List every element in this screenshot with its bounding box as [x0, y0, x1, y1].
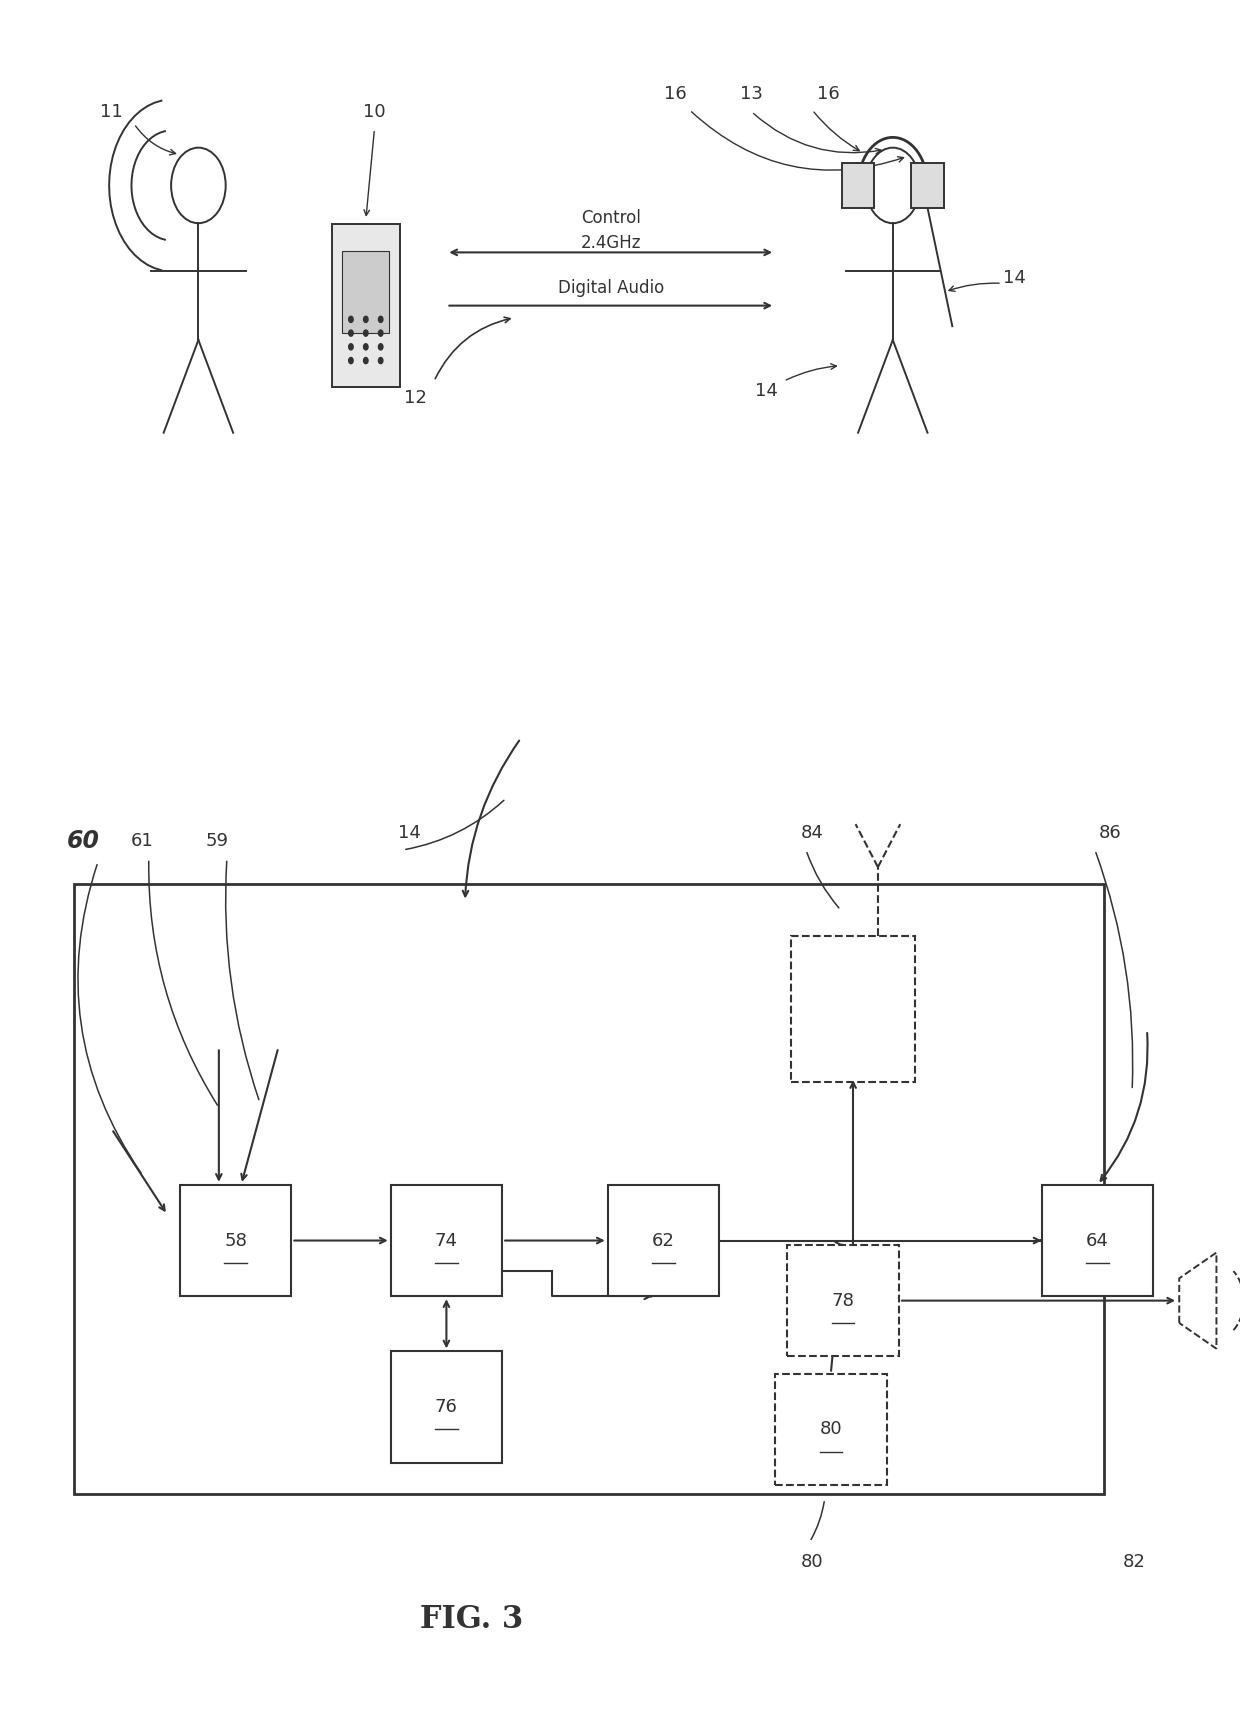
FancyBboxPatch shape — [180, 1185, 291, 1296]
Circle shape — [378, 357, 383, 364]
Circle shape — [363, 343, 368, 350]
Text: 14: 14 — [1003, 270, 1025, 287]
Text: 80: 80 — [820, 1420, 842, 1439]
Polygon shape — [1179, 1253, 1216, 1350]
Text: 82: 82 — [1123, 1554, 1146, 1571]
FancyBboxPatch shape — [74, 884, 1104, 1494]
Text: 74: 74 — [435, 1231, 458, 1250]
Text: 16: 16 — [817, 86, 839, 103]
Circle shape — [363, 357, 368, 364]
Text: 14: 14 — [755, 383, 777, 400]
Text: 84: 84 — [801, 824, 823, 841]
FancyBboxPatch shape — [608, 1185, 719, 1296]
FancyBboxPatch shape — [391, 1351, 502, 1463]
Text: 78: 78 — [832, 1291, 854, 1310]
Text: 58: 58 — [224, 1231, 247, 1250]
Text: 64: 64 — [1086, 1231, 1109, 1250]
Text: Control: Control — [582, 209, 641, 227]
Text: 2.4GHz: 2.4GHz — [582, 235, 641, 252]
Text: 86: 86 — [1099, 824, 1121, 841]
Text: FIG. 3: FIG. 3 — [419, 1604, 523, 1635]
Text: 14: 14 — [398, 824, 420, 841]
Text: 11: 11 — [100, 103, 123, 120]
Circle shape — [348, 343, 353, 350]
FancyBboxPatch shape — [787, 1245, 899, 1356]
Text: Digital Audio: Digital Audio — [558, 280, 665, 297]
Text: 13: 13 — [740, 86, 763, 103]
Circle shape — [378, 316, 383, 323]
FancyBboxPatch shape — [391, 1185, 502, 1296]
Text: 76: 76 — [435, 1398, 458, 1417]
FancyBboxPatch shape — [911, 163, 944, 208]
Text: 12: 12 — [404, 390, 427, 407]
FancyBboxPatch shape — [342, 251, 389, 333]
Circle shape — [363, 330, 368, 337]
Text: 80: 80 — [801, 1554, 823, 1571]
FancyBboxPatch shape — [775, 1374, 887, 1485]
Text: 59: 59 — [206, 833, 228, 850]
FancyBboxPatch shape — [842, 163, 874, 208]
Circle shape — [348, 357, 353, 364]
Circle shape — [378, 330, 383, 337]
Text: 16: 16 — [665, 86, 687, 103]
Circle shape — [348, 330, 353, 337]
Text: FIG. 1: FIG. 1 — [965, 1298, 1069, 1329]
Circle shape — [378, 343, 383, 350]
Circle shape — [363, 316, 368, 323]
Text: 10: 10 — [363, 103, 386, 120]
Text: 60: 60 — [67, 829, 99, 853]
Circle shape — [348, 316, 353, 323]
FancyBboxPatch shape — [331, 225, 399, 388]
FancyBboxPatch shape — [1042, 1185, 1153, 1296]
FancyBboxPatch shape — [791, 936, 915, 1082]
Text: 61: 61 — [131, 833, 154, 850]
Text: 62: 62 — [652, 1231, 675, 1250]
